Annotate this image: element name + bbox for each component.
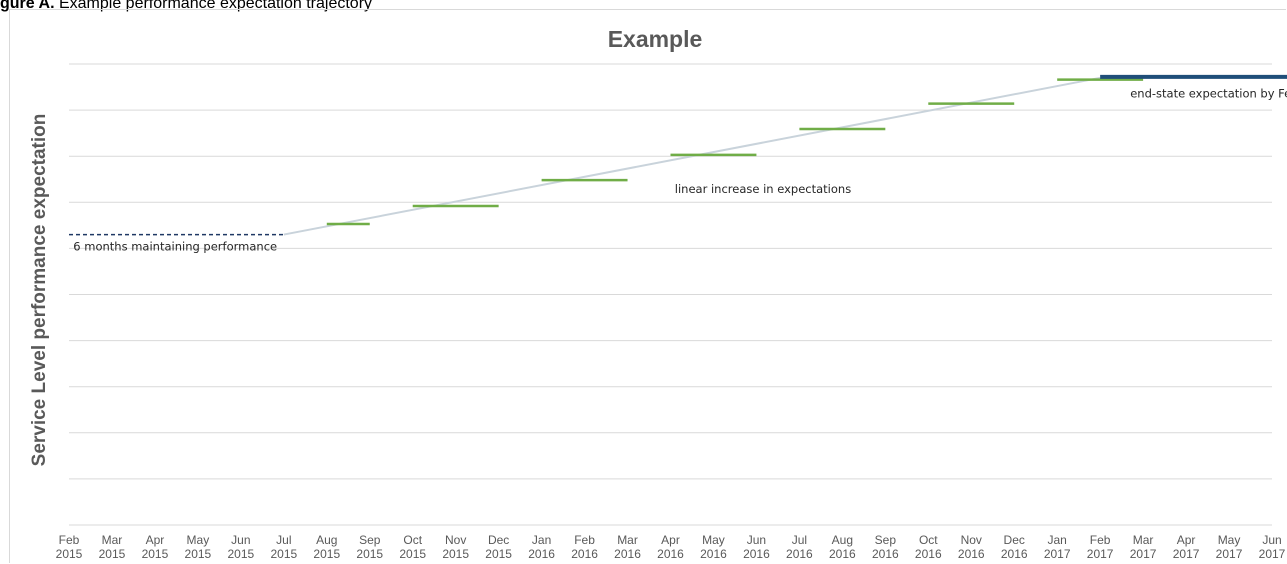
x-tick-label: 2015 xyxy=(228,547,255,561)
annotation-label: end-state expectation by Feb 17 xyxy=(1130,87,1287,101)
x-tick-label: 2016 xyxy=(528,547,555,561)
x-tick-label: 2016 xyxy=(872,547,899,561)
x-tick-label: 2015 xyxy=(142,547,169,561)
x-tick-label: May xyxy=(187,533,210,547)
x-tick-label: Feb xyxy=(59,533,80,547)
x-tick-label: Jan xyxy=(532,533,551,547)
x-tick-label: Feb xyxy=(574,533,595,547)
x-tick-label: 2015 xyxy=(356,547,383,561)
x-tick-label: Oct xyxy=(919,533,938,547)
x-tick-label: 2016 xyxy=(571,547,598,561)
x-tick-label: 2017 xyxy=(1044,547,1071,561)
x-tick-label: Jun xyxy=(231,533,250,547)
x-tick-label: 2016 xyxy=(829,547,856,561)
x-tick-label: 2016 xyxy=(743,547,770,561)
x-tick-label: Jun xyxy=(747,533,766,547)
x-tick-label: 2016 xyxy=(786,547,813,561)
series-group xyxy=(69,74,1287,236)
x-tick-label: Sep xyxy=(359,533,381,547)
x-tick-label: 2016 xyxy=(915,547,942,561)
x-tick-label: Aug xyxy=(316,533,337,547)
x-tick-label: 2015 xyxy=(399,547,426,561)
x-tick-label: 2017 xyxy=(1216,547,1243,561)
x-tick-label: 2016 xyxy=(700,547,727,561)
x-tick-label: 2015 xyxy=(313,547,340,561)
x-tick-label: 2015 xyxy=(442,547,469,561)
x-tick-label: 2015 xyxy=(270,547,297,561)
x-tick-label: Dec xyxy=(1004,533,1025,547)
x-tick-label: May xyxy=(702,533,725,547)
x-tick-label: 2016 xyxy=(1001,547,1028,561)
x-tick-label: Mar xyxy=(617,533,638,547)
x-axis-ticks: Feb2015Mar2015Apr2015May2015Jun2015Jul20… xyxy=(56,533,1286,561)
x-tick-label: Nov xyxy=(961,533,982,547)
x-tick-label: May xyxy=(1218,533,1241,547)
x-tick-label: Sep xyxy=(875,533,897,547)
x-tick-label: 2017 xyxy=(1130,547,1157,561)
x-tick-label: Apr xyxy=(146,533,165,547)
x-tick-label: 2015 xyxy=(185,547,212,561)
x-tick-label: 2017 xyxy=(1087,547,1114,561)
x-tick-label: Mar xyxy=(1133,533,1154,547)
y-axis-label: Service Level performance expectation xyxy=(29,114,50,467)
annotations: 6 months maintaining performance linear i… xyxy=(73,87,1287,254)
x-tick-label: 2015 xyxy=(56,547,83,561)
x-tick-label: Dec xyxy=(488,533,509,547)
chart-title: Example xyxy=(608,26,703,52)
x-tick-label: Jul xyxy=(276,533,291,547)
x-tick-label: 2017 xyxy=(1173,547,1200,561)
x-tick-label: 2016 xyxy=(614,547,641,561)
x-tick-label: 2015 xyxy=(99,547,126,561)
annotation-label: linear increase in expectations xyxy=(675,182,851,196)
x-tick-label: Apr xyxy=(1177,533,1196,547)
x-tick-label: Nov xyxy=(445,533,466,547)
x-tick-label: 2017 xyxy=(1259,547,1286,561)
x-tick-label: Apr xyxy=(661,533,680,547)
x-tick-label: Jan xyxy=(1047,533,1066,547)
x-tick-label: Feb xyxy=(1090,533,1111,547)
x-tick-label: Jul xyxy=(792,533,807,547)
annotation-label: 6 months maintaining performance xyxy=(73,240,277,254)
x-tick-label: Mar xyxy=(102,533,123,547)
chart-frame xyxy=(9,9,1286,563)
x-tick-label: Oct xyxy=(403,533,422,547)
x-tick-label: Jun xyxy=(1262,533,1281,547)
gridlines xyxy=(69,63,1272,526)
x-tick-label: 2015 xyxy=(485,547,512,561)
x-tick-label: Aug xyxy=(832,533,853,547)
x-tick-label: 2016 xyxy=(657,547,684,561)
x-tick-label: 2016 xyxy=(958,547,985,561)
